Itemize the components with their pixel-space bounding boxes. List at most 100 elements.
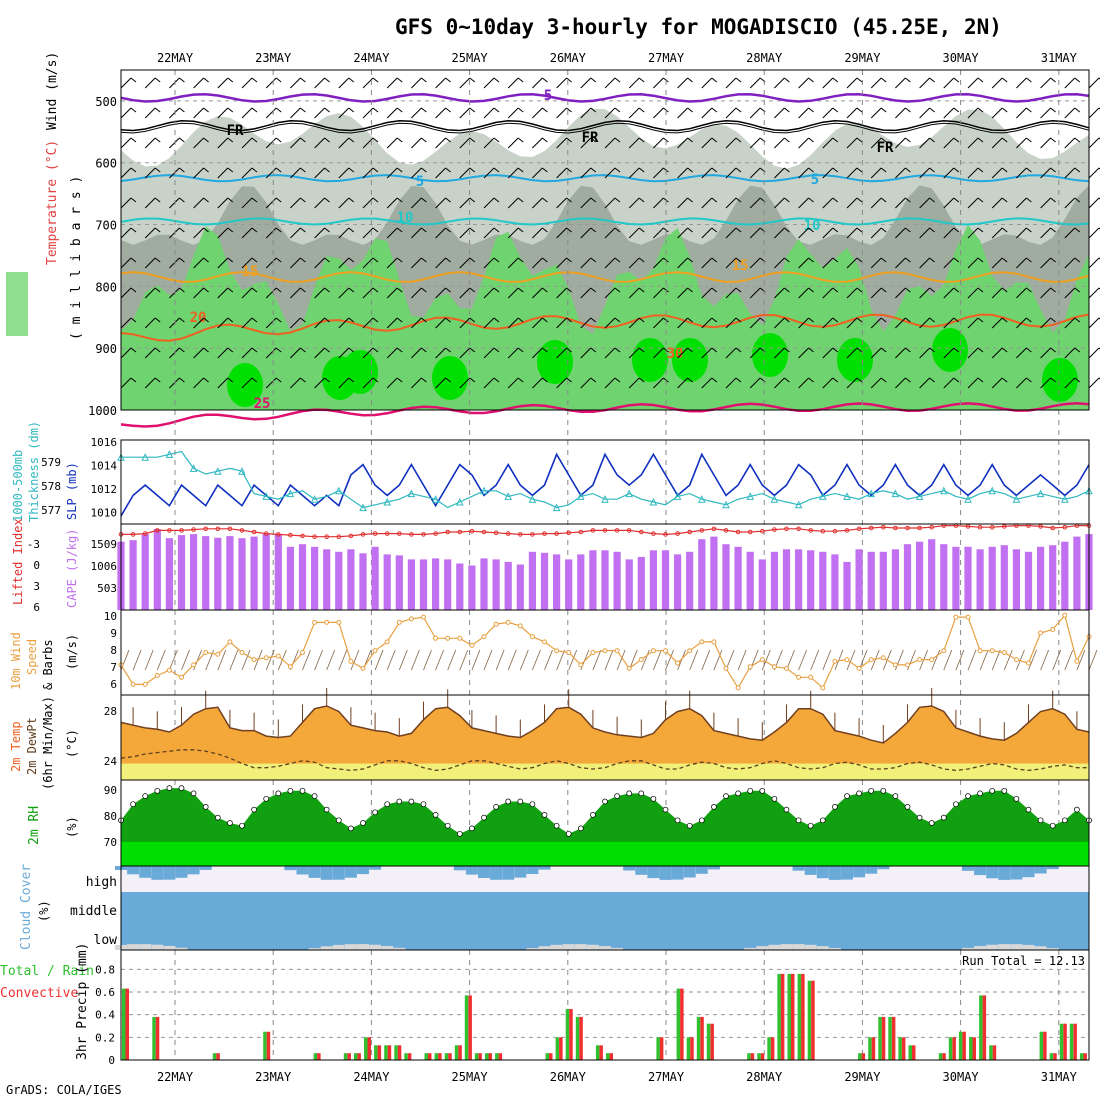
contour-label: 10: [804, 218, 821, 234]
wind-speed-point: [385, 640, 389, 644]
precip-rain-bar: [989, 1045, 993, 1060]
cape-bar: [299, 544, 306, 610]
cloud-high-bar: [284, 866, 296, 870]
cape-bar: [517, 565, 524, 611]
cape-bar: [432, 558, 439, 610]
cloud-low-bar: [539, 946, 551, 950]
rh-point: [639, 791, 644, 796]
precip-rain-bar: [898, 1037, 902, 1060]
contour-label: FR: [877, 140, 894, 156]
wind-speed-point: [1014, 658, 1018, 662]
surface-wind-barb: [387, 650, 395, 670]
precip-tick-label: 0.6: [95, 986, 115, 999]
rh-point: [760, 788, 765, 793]
surface-wind-barb: [545, 650, 553, 670]
wind-ylabel-group: Wind (m/s): [45, 52, 60, 130]
wind-barb: [1089, 228, 1099, 238]
temp-unit-label: (°C): [65, 729, 79, 758]
top-date-label: 23MAY: [255, 51, 292, 65]
rh-point: [385, 802, 390, 807]
cloud-low-bar: [575, 944, 587, 950]
cloud-low-bar: [163, 946, 175, 950]
precip-convective-bar: [448, 1053, 452, 1060]
surface-wind-barb: [496, 650, 504, 670]
wind-speed-point: [881, 656, 885, 660]
cloud-high-bar: [829, 866, 841, 880]
cape-bar: [831, 554, 838, 610]
cloud-low-bar: [1035, 946, 1047, 950]
wind-speed-point: [930, 658, 934, 662]
cloud-high-bar: [200, 866, 212, 870]
cape-bar: [650, 550, 657, 610]
cloud-high-bar: [127, 866, 139, 874]
wind-tick-label: 8: [110, 644, 117, 657]
precip-convective-bar: [1053, 1053, 1057, 1060]
wind10-unit-group: (m/s): [65, 634, 79, 670]
cloud-low-bar: [599, 946, 611, 950]
wind-speed-point: [228, 640, 232, 644]
slp-panel: [121, 440, 1089, 524]
wind-speed-point: [216, 652, 220, 656]
thickness-axis-label2: 1000-500mb: [11, 450, 25, 522]
slp-tick-label: 1010: [91, 507, 118, 520]
cloud-high-bar: [514, 866, 526, 878]
rh-point: [397, 799, 402, 804]
wind-barb: [1089, 258, 1099, 268]
cloud-high-bar: [466, 866, 478, 875]
surface-wind-barb: [1089, 650, 1097, 670]
dewpt-axis-label: 2m DewPt: [25, 717, 39, 775]
dewpt-label-group: 2m DewPt: [25, 717, 39, 775]
cape-bar: [977, 549, 984, 610]
wind-speed-point: [143, 682, 147, 686]
precip-rain-bar: [868, 1037, 872, 1060]
surface-wind-barb: [823, 650, 831, 670]
surface-wind-barb: [508, 650, 516, 670]
rh-point: [494, 804, 499, 809]
surface-wind-barb: [327, 650, 335, 670]
rh-point: [1050, 823, 1055, 828]
cape-bar: [880, 552, 887, 610]
surface-wind-barb: [182, 650, 190, 670]
wind10-label-group2: Speed: [25, 639, 39, 675]
wind-speed-point: [518, 624, 522, 628]
wind-speed-point: [1063, 613, 1067, 617]
wind-speed-point: [748, 665, 752, 669]
cape-bar: [710, 537, 717, 610]
bottom-date-label: 26MAY: [550, 1070, 587, 1084]
precip-convective-bar: [983, 995, 987, 1060]
cape-bar: [214, 538, 221, 610]
rh-point: [227, 821, 232, 826]
rh-point: [542, 812, 547, 817]
cloud-high-bar: [696, 866, 708, 874]
rh-point: [457, 831, 462, 836]
top-date-label: 31MAY: [1041, 51, 1078, 65]
precip-rain-bar: [566, 1009, 570, 1060]
precip-convective-bar: [1063, 1024, 1067, 1060]
dew-area: [121, 764, 1089, 780]
precip-tick-label: 0: [108, 1054, 115, 1067]
precip-label-group: 3hr Precip (mm): [75, 943, 90, 1060]
precip-convective-bar: [700, 1017, 704, 1060]
rh-bright-blob: [632, 338, 668, 382]
cloud-low-bar: [805, 945, 817, 950]
surface-wind-barb: [1065, 650, 1073, 670]
cloud-high-bar: [793, 866, 805, 871]
cape-bar: [952, 547, 959, 610]
surface-wind-barb: [738, 650, 746, 670]
surface-wind-barb: [157, 650, 165, 670]
rh-point: [179, 786, 184, 791]
wind-speed-point: [869, 658, 873, 662]
rh-point: [893, 794, 898, 799]
precip-convective-bar: [478, 1053, 482, 1060]
rh-point: [506, 799, 511, 804]
wind-speed-point: [325, 620, 329, 624]
wind-speed-point: [337, 620, 341, 624]
cape-bar: [771, 552, 778, 610]
surface-wind-barb: [375, 650, 383, 670]
wind-tick-label: 7: [110, 661, 117, 674]
surface-wind-barb: [811, 650, 819, 670]
cape-bar: [408, 559, 415, 610]
rh-point: [808, 823, 813, 828]
contour-label: 5: [544, 88, 552, 104]
